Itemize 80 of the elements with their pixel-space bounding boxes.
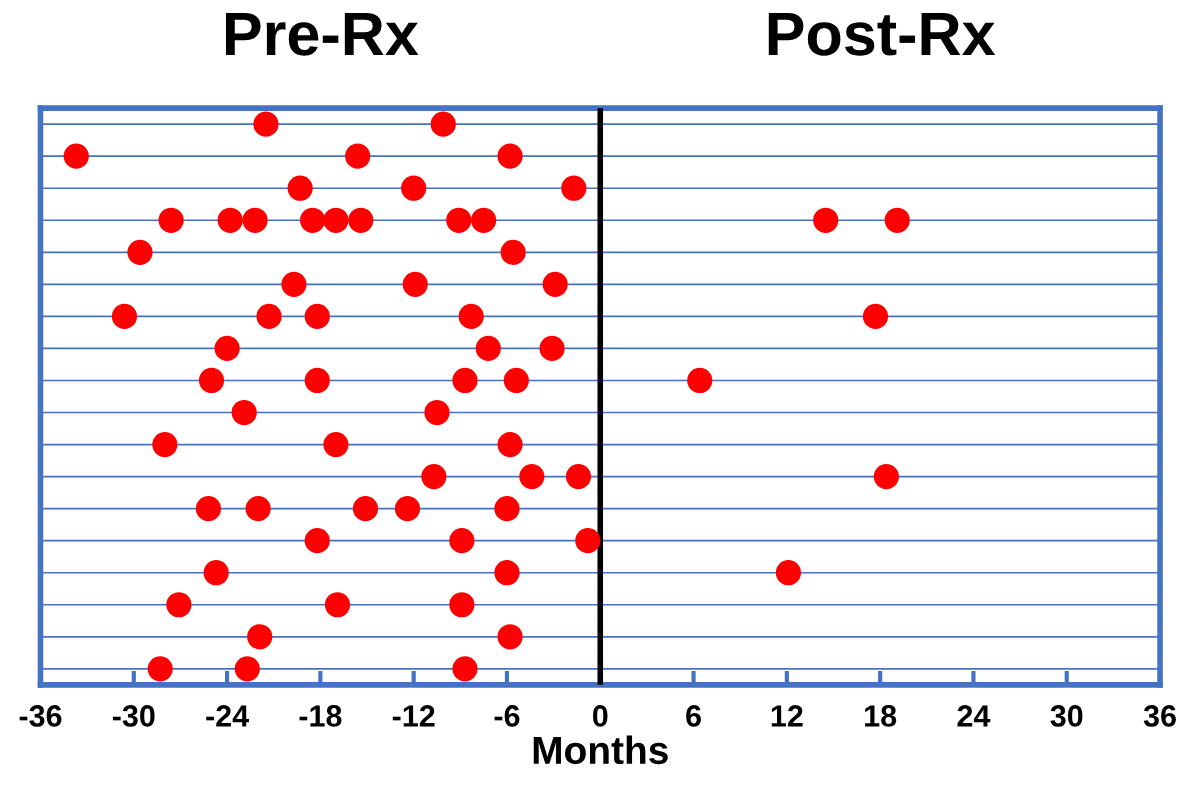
- point: [430, 111, 456, 137]
- point: [565, 463, 592, 490]
- point: [449, 592, 475, 618]
- point: [345, 143, 371, 169]
- x-tick-label: -12: [392, 705, 435, 727]
- x-tick-label: 36: [1143, 705, 1176, 727]
- point: [324, 592, 351, 618]
- point: [234, 656, 260, 682]
- x-tick-label: 6: [686, 705, 701, 727]
- point: [500, 239, 526, 265]
- point: [242, 207, 268, 233]
- point: [873, 463, 899, 490]
- point: [214, 335, 240, 362]
- point: [401, 175, 427, 201]
- point: [424, 399, 450, 426]
- point: [198, 367, 225, 394]
- point: [494, 560, 520, 586]
- point: [203, 560, 229, 586]
- x-tick-label: -24: [206, 705, 249, 727]
- point: [127, 239, 153, 265]
- point: [352, 496, 379, 522]
- text: Post-Rx: [768, 13, 996, 56]
- point: [152, 431, 178, 458]
- point: [304, 528, 330, 554]
- point: [323, 431, 349, 458]
- point: [449, 528, 475, 554]
- point: [147, 656, 173, 682]
- point: [452, 656, 478, 682]
- point: [503, 367, 529, 394]
- x-tick-label: 18: [865, 705, 897, 727]
- point: [421, 463, 447, 490]
- x-tick-label: 24: [957, 705, 991, 727]
- x-tick-label: 0: [592, 705, 608, 727]
- point: [63, 143, 89, 169]
- point: [884, 207, 910, 233]
- x-tick-label: -30: [112, 705, 155, 727]
- point: [245, 496, 271, 522]
- point: [471, 207, 497, 233]
- point: [304, 303, 330, 330]
- point: [253, 111, 279, 137]
- point: [256, 303, 282, 330]
- point: [687, 367, 713, 394]
- point: [348, 207, 374, 233]
- point: [281, 271, 307, 297]
- point: [195, 496, 222, 522]
- point: [497, 624, 523, 650]
- point: [299, 207, 326, 233]
- x-tick-label: -18: [299, 705, 342, 727]
- point: [446, 207, 472, 233]
- point: [304, 367, 330, 394]
- point: [519, 463, 545, 490]
- point: [158, 207, 184, 233]
- point: [575, 528, 601, 554]
- point: [561, 175, 587, 201]
- point: [111, 303, 138, 330]
- point: [166, 592, 192, 618]
- point: [458, 303, 484, 330]
- point: [394, 496, 421, 522]
- point: [775, 560, 802, 586]
- x-axis-title: Months: [533, 735, 668, 765]
- x-tick-label: -36: [19, 705, 62, 727]
- x-tick-label: -6: [494, 705, 520, 727]
- point: [402, 271, 428, 297]
- point: [452, 367, 478, 394]
- point: [247, 624, 273, 650]
- text: Pre-Rx: [225, 13, 419, 56]
- point: [323, 207, 349, 233]
- point: [813, 207, 839, 233]
- point: [539, 335, 565, 362]
- point: [217, 207, 243, 233]
- point: [862, 303, 889, 330]
- point: [287, 175, 313, 201]
- point: [494, 496, 520, 522]
- point: [475, 335, 501, 362]
- point: [497, 431, 523, 458]
- point: [542, 271, 568, 297]
- point: [231, 399, 257, 426]
- x-tick-label: 30: [1050, 705, 1083, 727]
- x-tick-label: 12: [771, 705, 803, 727]
- point: [497, 143, 523, 169]
